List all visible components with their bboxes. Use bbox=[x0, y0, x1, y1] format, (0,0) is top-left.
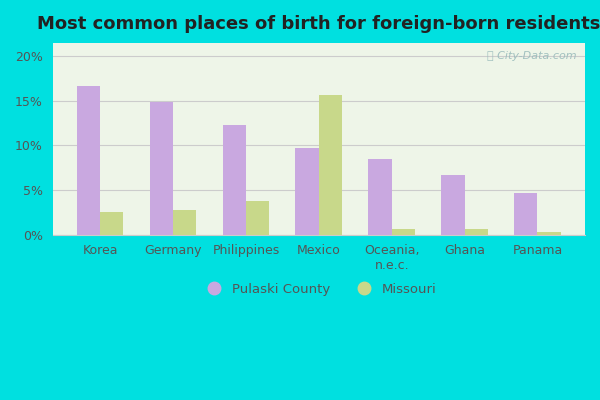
Bar bbox=[223, 125, 246, 234]
Bar bbox=[77, 86, 100, 234]
Bar bbox=[246, 201, 269, 234]
Bar bbox=[464, 229, 488, 234]
Title: Most common places of birth for foreign-born residents: Most common places of birth for foreign-… bbox=[37, 15, 600, 33]
Bar bbox=[441, 175, 464, 234]
Bar bbox=[295, 148, 319, 234]
Text: ⓘ City-Data.com: ⓘ City-Data.com bbox=[487, 50, 577, 60]
Bar bbox=[368, 159, 392, 234]
Bar bbox=[538, 232, 561, 234]
Bar bbox=[319, 96, 342, 234]
Bar bbox=[514, 193, 538, 234]
Bar bbox=[100, 212, 124, 234]
Bar bbox=[392, 229, 415, 234]
Bar bbox=[173, 210, 196, 234]
Legend: Pulaski County, Missouri: Pulaski County, Missouri bbox=[196, 277, 442, 301]
Bar bbox=[149, 102, 173, 234]
